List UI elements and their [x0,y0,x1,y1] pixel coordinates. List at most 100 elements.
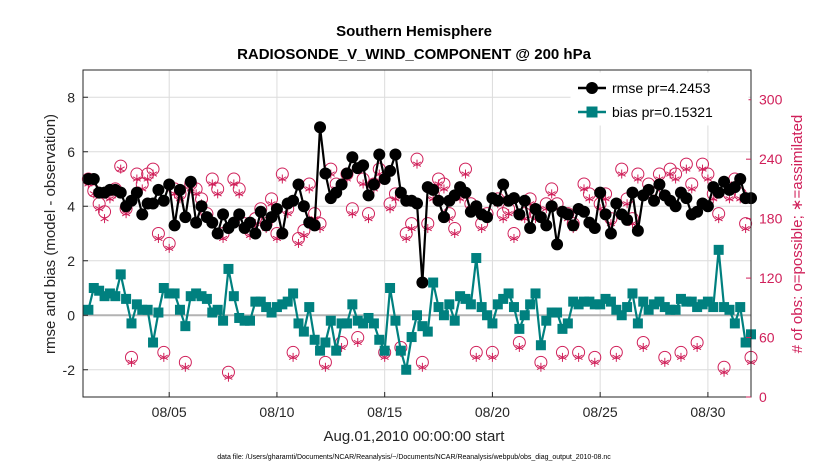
rmse-point [130,186,143,199]
obs-assimilated-marker [418,362,427,372]
legend-bias-label: bias pr=0.15321 [612,104,713,120]
obs-assimilated-marker [488,352,497,362]
bias-point [616,310,627,321]
bias-point [627,288,638,299]
rmse-point [190,216,203,229]
bias-point [277,299,288,310]
bias-point [325,315,336,326]
bias-point [115,269,126,280]
rmse-point [712,186,725,199]
rmse-point [411,197,423,210]
bias-point [525,299,536,310]
rmse-point [631,224,644,237]
rmse-point [292,178,305,191]
obs-assimilated-marker [574,352,583,362]
bias-point [218,315,229,326]
rmse-point [136,208,149,221]
obs-assimilated-marker [617,169,626,179]
obs-assimilated-marker [127,357,136,367]
bias-point [104,288,115,299]
bias-point [401,364,412,375]
obs-assimilated-marker [461,169,470,179]
bias-point [632,318,643,329]
obs-assimilated-marker [633,174,643,184]
obs-assimilated-marker [288,352,298,362]
bias-point [665,304,676,315]
bias-point [713,244,724,255]
obs-assimilated-marker [450,229,459,238]
bias-point [315,345,326,356]
obs-assimilated-marker [181,362,190,372]
bias-point [207,307,218,318]
obs-assimilated-marker [692,342,702,352]
bias-point [433,302,444,313]
rmse-point [561,208,574,221]
bias-point [492,299,503,310]
obs-assimilated-marker [585,194,594,204]
rmse-point [459,186,472,199]
rmse-point [648,194,661,207]
rmse-point [254,205,267,218]
bias-point [724,304,735,315]
bias-point [487,318,498,329]
bias-point [223,263,234,274]
bias-point [395,345,406,356]
obs-assimilated-marker [321,362,330,372]
bias-point [255,296,266,307]
bias-point [482,310,493,321]
x-tick-label: 08/05 [152,404,187,420]
bias-point [438,310,449,321]
x-tick-label: 08/15 [367,404,402,420]
rmse-point [669,200,682,213]
y-tick-label: -2 [63,362,76,378]
obs-assimilated-marker [364,214,373,224]
bias-point [605,296,616,307]
y-axis-label: rmse and bias (model - observation) [42,114,59,354]
bias-point [530,288,541,299]
obs-assimilated-marker [741,224,750,234]
legend: rmse pr=4.2453 bias pr=0.15321 [570,72,749,126]
rmse-point [206,216,219,229]
rmse-point [518,194,531,207]
rmse-point [184,175,197,188]
y-right-tick-label: 60 [759,330,775,346]
bias-point [719,302,730,313]
bias-point [137,304,148,315]
bias-point [153,307,164,318]
bias-point [142,304,153,315]
rmse-point [594,186,607,199]
bias-point [390,315,401,326]
rmse-point [173,183,186,196]
obs-assimilated-marker [412,159,422,169]
bias-point [622,302,633,313]
bias-point [546,307,557,318]
rmse-point [588,222,601,235]
rmse-point [195,200,208,213]
bias-point [552,307,563,318]
obs-assimilated-marker [499,214,508,224]
bias-point [406,332,417,343]
bias-point [266,307,277,318]
bias-point [385,283,396,293]
bias-point [584,296,595,307]
legend-box [570,72,749,126]
bias-point [557,323,568,334]
rmse-point [513,208,526,221]
chart-subtitle: RADIOSONDE_V_WIND_COMPONENT @ 200 hPa [237,46,592,63]
bias-point [379,345,390,356]
obs-assimilated-marker [100,214,109,224]
rmse-point [340,167,353,180]
obs-assimilated-marker [235,189,244,199]
bias-point [196,291,207,302]
rmse-point [734,173,747,185]
bias-point [245,315,255,326]
obs-assimilated-marker [278,174,287,184]
bias-point [368,318,379,329]
bias-point [649,299,660,310]
bias-point [148,337,159,348]
obs-assimilated-marker [547,189,556,199]
bias-point [174,304,185,315]
rmse-point [297,200,310,213]
legend-bias-marker [586,106,598,118]
obs-assimilated-marker [714,214,723,224]
